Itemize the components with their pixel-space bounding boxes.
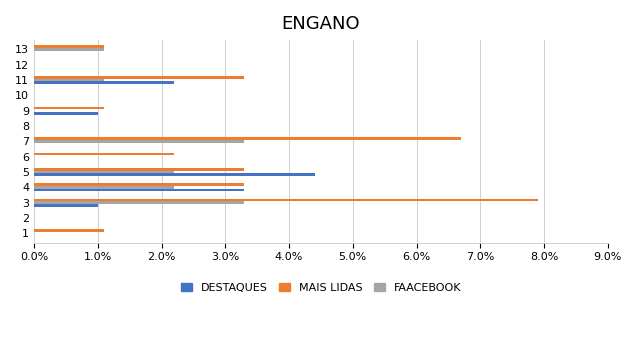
Bar [34, 76, 245, 79]
Bar [34, 45, 104, 48]
Bar [34, 204, 97, 207]
Bar [34, 189, 245, 191]
Bar [34, 198, 538, 201]
Bar [34, 186, 175, 189]
Bar [34, 168, 245, 171]
Bar [34, 81, 175, 84]
Title: ENGANO: ENGANO [282, 15, 360, 33]
Bar [34, 140, 245, 143]
Bar [34, 171, 175, 173]
Bar [34, 201, 245, 204]
Bar [34, 183, 245, 186]
Bar [34, 112, 97, 115]
Legend: DESTAQUES, MAIS LIDAS, FAACEBOOK: DESTAQUES, MAIS LIDAS, FAACEBOOK [176, 279, 466, 297]
Bar [34, 79, 104, 81]
Bar [34, 137, 461, 140]
Bar [34, 48, 104, 51]
Bar [34, 229, 104, 232]
Bar [34, 173, 315, 176]
Bar [34, 152, 175, 155]
Bar [34, 106, 104, 109]
